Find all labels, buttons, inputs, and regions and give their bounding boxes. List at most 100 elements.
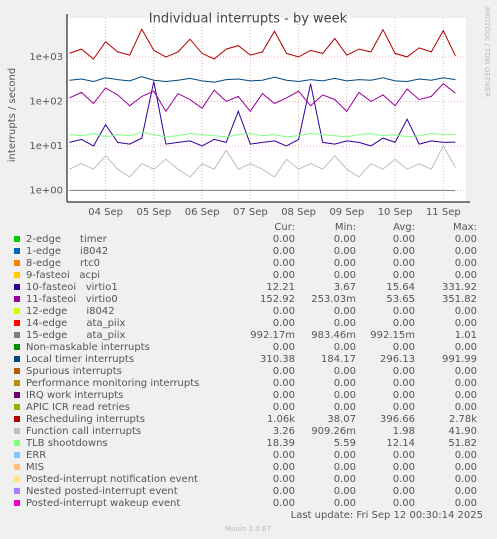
legend-swatch — [14, 380, 20, 386]
legend-stat: 53.65 — [386, 294, 415, 305]
legend-swatch — [14, 488, 20, 494]
legend-stat: 0.00 — [273, 474, 295, 485]
legend-stat: 0.00 — [393, 474, 415, 485]
y-tick-label: 1e+00 — [29, 185, 63, 196]
legend-label: Spurious interrupts — [26, 366, 122, 377]
legend-stat: 0.00 — [393, 450, 415, 461]
legend-label: 1-edge i8042 — [26, 246, 108, 257]
legend-stat: 0.00 — [393, 246, 415, 257]
x-tick-label: 05 Sep — [136, 207, 171, 218]
legend-stat: 0.00 — [393, 306, 415, 317]
legend-stat: 0.00 — [393, 342, 415, 353]
legend-swatch — [14, 464, 20, 470]
legend-stat: 0.00 — [334, 258, 356, 269]
series-line — [69, 28, 456, 60]
legend-swatch — [14, 500, 20, 506]
x-tick-label: 11 Sep — [426, 207, 461, 218]
legend-label: 10-fasteoi virtio1 — [26, 282, 118, 293]
legend-stat: 51.82 — [448, 438, 477, 449]
legend-stat: 0.00 — [273, 258, 295, 269]
legend-stat: 0.00 — [273, 378, 295, 389]
legend-label: ERR — [26, 450, 46, 461]
legend-stat: 0.00 — [455, 270, 477, 281]
legend-swatch — [14, 452, 20, 458]
chart-title: Individual interrupts - by week — [149, 12, 348, 27]
legend-stat: 0.00 — [393, 486, 415, 497]
series-line — [69, 144, 456, 178]
legend-swatch — [14, 248, 20, 254]
legend-stat: 0.00 — [455, 366, 477, 377]
legend-stat: 0.00 — [393, 402, 415, 413]
legend-swatch — [14, 308, 20, 314]
legend-label: 8-edge rtc0 — [26, 258, 100, 269]
legend-stat: 0.00 — [393, 498, 415, 509]
legend-swatch — [14, 356, 20, 362]
legend-label: Local timer interrupts — [26, 354, 134, 365]
legend-stat: 0.00 — [455, 402, 477, 413]
legend-stat: 3.26 — [273, 426, 295, 437]
legend-stat: 0.00 — [334, 498, 356, 509]
legend-stat: 0.00 — [455, 450, 477, 461]
legend-swatch — [14, 476, 20, 482]
legend-stat: 1.01 — [455, 330, 477, 341]
legend-stat: 0.00 — [455, 378, 477, 389]
y-tick-label: 1e+03 — [29, 52, 63, 63]
legend-stat: 1.98 — [393, 426, 415, 437]
x-tick-label: 07 Sep — [233, 207, 268, 218]
series-line — [69, 76, 456, 83]
footer: Munin 2.0.67 — [225, 525, 271, 533]
legend-swatch — [14, 284, 20, 290]
legend-stat: 184.17 — [321, 354, 356, 365]
legend-stat: 0.00 — [273, 342, 295, 353]
legend-stat: 909.26m — [311, 426, 356, 437]
legend-stat: 0.00 — [334, 306, 356, 317]
legend-stat: 0.00 — [334, 450, 356, 461]
stat-header: Avg: — [393, 222, 415, 233]
legend-stat: 0.00 — [455, 306, 477, 317]
legend-stat: 0.00 — [273, 498, 295, 509]
legend-stat: 1.06k — [267, 414, 295, 425]
legend-stat: 0.00 — [334, 270, 356, 281]
legend-stat: 396.66 — [380, 414, 415, 425]
legend-swatch — [14, 296, 20, 302]
legend-swatch — [14, 440, 20, 446]
legend-label: TLB shootdowns — [25, 438, 108, 449]
legend-stat: 0.00 — [334, 366, 356, 377]
legend-label: 15-edge ata_piix — [26, 330, 125, 341]
legend-swatch — [14, 332, 20, 338]
legend-stat: 18.39 — [266, 438, 295, 449]
legend-stat: 0.00 — [393, 390, 415, 401]
legend-stat: 0.00 — [273, 462, 295, 473]
legend-stat: 0.00 — [455, 258, 477, 269]
legend-label: Posted-interrupt wakeup event — [26, 498, 180, 509]
legend-stat: 5.59 — [334, 438, 356, 449]
legend-label: 11-fasteoi virtio0 — [26, 294, 118, 305]
legend-stat: 3.67 — [334, 282, 356, 293]
legend-stat: 0.00 — [334, 246, 356, 257]
x-tick-label: 04 Sep — [88, 207, 123, 218]
legend-label: 14-edge ata_piix — [26, 318, 125, 329]
legend-stat: 0.00 — [273, 366, 295, 377]
legend-stat: 0.00 — [455, 234, 477, 245]
x-tick-label: 06 Sep — [185, 207, 220, 218]
series-line — [69, 81, 456, 147]
legend-stat: 0.00 — [273, 390, 295, 401]
series-line — [69, 83, 456, 113]
legend-swatch — [14, 272, 20, 278]
legend-stat: 296.13 — [380, 354, 415, 365]
legend-stat: 0.00 — [273, 270, 295, 281]
legend-stat: 0.00 — [455, 246, 477, 257]
y-axis-label: interrupts / second — [7, 68, 18, 162]
legend-stat: 0.00 — [273, 450, 295, 461]
legend-stat: 0.00 — [455, 318, 477, 329]
legend-stat: 331.92 — [442, 282, 477, 293]
legend-stat: 15.64 — [386, 282, 415, 293]
legend-stat: 0.00 — [455, 474, 477, 485]
legend-label: Performance monitoring interrupts — [26, 378, 199, 389]
legend-label: Rescheduling interrupts — [26, 414, 145, 425]
last-update: Last update: Fri Sep 12 00:30:14 2025 — [291, 510, 483, 521]
legend-stat: 0.00 — [334, 390, 356, 401]
legend-stat: 12.14 — [386, 438, 415, 449]
legend-swatch — [14, 260, 20, 266]
